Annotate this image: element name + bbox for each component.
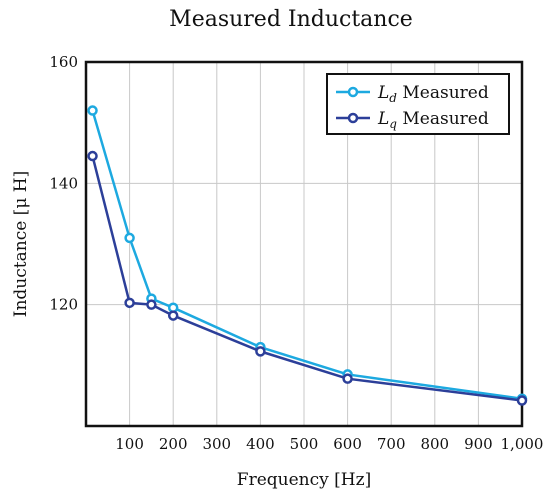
series-d: [87, 105, 528, 404]
y-tick-label: 160: [49, 53, 78, 71]
x-axis-label: Frequency [Hz]: [237, 470, 371, 490]
x-tick-label: 1,000: [501, 435, 544, 453]
series-line: [91, 110, 523, 400]
x-tick-label: 800: [420, 435, 449, 453]
data-point: [146, 299, 157, 310]
data-point: [342, 373, 353, 384]
data-point: [255, 346, 266, 357]
data-point: [87, 150, 98, 162]
x-tick-label: 500: [290, 435, 319, 453]
legend-label: Ld Measured: [377, 83, 489, 105]
data-point: [124, 297, 135, 309]
x-tick-label: 300: [202, 435, 231, 453]
chart-title: Measured Inductance: [169, 7, 413, 32]
x-tick-label: 200: [159, 435, 188, 453]
legend: Ld Measured Lq Measured: [326, 73, 510, 135]
legend-item: Ld Measured: [336, 83, 489, 105]
y-axis-label: Inductance [μ H]: [11, 171, 31, 317]
data-point: [516, 395, 528, 406]
series-line: [91, 155, 523, 402]
y-tick-label: 120: [49, 296, 78, 314]
x-tick-label: 100: [115, 435, 144, 453]
data-point: [124, 232, 135, 244]
legend-item: Lq Measured: [336, 109, 489, 131]
x-tick-label: 700: [377, 435, 406, 453]
legend-marker: [347, 112, 359, 124]
legend-box: [326, 73, 510, 135]
series-layer: [87, 105, 528, 406]
x-tick-label: 400: [246, 435, 275, 453]
data-point: [87, 105, 98, 116]
plot-frame: [84, 60, 524, 428]
y-tick-labels: 120 140 160: [49, 53, 78, 314]
x-tick-labels: 100 200 300 400 500 600 700 800 900 1,000: [115, 435, 543, 453]
y-tick-label: 140: [49, 174, 78, 192]
data-point: [167, 310, 179, 321]
legend-label: Lq Measured: [377, 109, 489, 131]
legend-marker: [347, 86, 359, 98]
x-tick-label: 900: [464, 435, 493, 453]
x-tick-label: 600: [333, 435, 362, 453]
series-q: [87, 150, 528, 406]
